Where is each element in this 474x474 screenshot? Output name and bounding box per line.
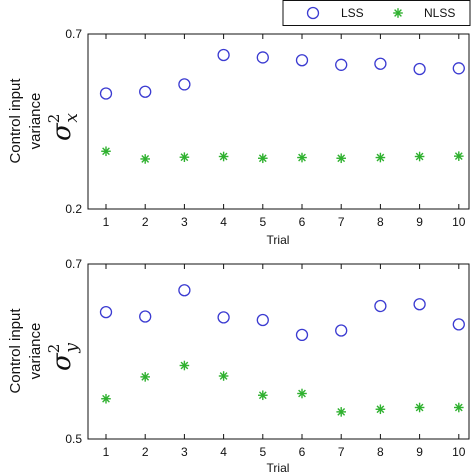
- svg-text:σ2y: σ2y: [45, 343, 82, 371]
- top-nlss-point-3: [179, 152, 190, 162]
- top-lss-point-1: [99, 87, 113, 100]
- top-xtick-label: 8: [377, 215, 384, 229]
- bottom-ylabel-line-1: Control input: [7, 308, 24, 394]
- top-xtick-label: 4: [220, 215, 227, 229]
- bottom-lss-point-9: [413, 298, 426, 311]
- top-lss-point-7: [335, 58, 348, 71]
- bottom-xtick-label: 1: [103, 445, 110, 459]
- top-sigma-superscript: 2: [45, 114, 63, 124]
- bottom-lss-point-2: [139, 310, 152, 323]
- top-lss-point-8: [374, 57, 387, 70]
- top-xtick-label: 7: [338, 215, 345, 229]
- bottom-y-ticks: 0.5 0.7: [65, 257, 93, 446]
- bottom-lss-point-10: [452, 318, 465, 331]
- legend-label-nlss: NLSS: [424, 6, 455, 20]
- bottom-lss-point-5: [256, 313, 269, 327]
- bottom-sigma-symbol: σ: [47, 352, 77, 371]
- legend-asterisk-marker: [393, 8, 403, 18]
- bottom-xtick-label: 2: [142, 445, 149, 459]
- bottom-ytick-label: 0.5: [65, 432, 82, 446]
- bottom-xtick-label: 10: [452, 445, 466, 459]
- bottom-xtick-label: 8: [377, 445, 384, 459]
- top-nlss-point-6: [297, 152, 307, 163]
- top-nlss-point-4: [218, 151, 229, 162]
- bottom-nlss-point-8: [375, 404, 386, 415]
- bottom-nlss-point-6: [297, 388, 307, 399]
- bottom-nlss-point-3: [179, 360, 190, 371]
- top-nlss-point-8: [375, 152, 386, 163]
- top-lss-point-5: [256, 51, 269, 64]
- bottom-ylabel-line-2: variance: [27, 323, 44, 380]
- legend: LSS NLSS: [282, 0, 471, 26]
- bottom-lss-point-6: [295, 328, 309, 342]
- top-nlss-point-7: [336, 153, 346, 164]
- top-xtick-label: 9: [416, 215, 423, 229]
- bottom-xlabel: Trial: [267, 461, 290, 474]
- legend-label-lss: LSS: [341, 6, 364, 20]
- top-ylabel-symbol: σ2x: [45, 113, 82, 141]
- bottom-lss-point-3: [178, 284, 191, 297]
- top-lss-point-2: [139, 85, 152, 98]
- top-xlabel: Trial: [267, 233, 290, 247]
- top-xtick-label: 10: [452, 215, 466, 229]
- top-data-marks: [99, 48, 465, 164]
- bottom-data-marks: [99, 284, 465, 417]
- bottom-xtick-label: 9: [416, 445, 423, 459]
- svg-text:σ2x: σ2x: [45, 113, 82, 141]
- bottom-ytick-label: 0.7: [65, 257, 82, 271]
- top-nlss-point-1: [101, 146, 111, 157]
- top-nlss-point-5: [258, 153, 268, 164]
- top-x-ticks: 1 2 3 4 5 6 7 8 9 10: [103, 34, 466, 229]
- top-xtick-label: 3: [181, 215, 188, 229]
- bottom-lss-point-7: [335, 324, 348, 337]
- bottom-nlss-point-7: [336, 407, 346, 417]
- bottom-xtick-label: 7: [338, 445, 345, 459]
- top-sigma-symbol: σ: [47, 122, 77, 141]
- bottom-lss-point-8: [374, 299, 387, 313]
- bottom-nlss-point-1: [101, 393, 111, 404]
- top-xtick-label: 6: [299, 215, 306, 229]
- top-xtick-label: 2: [142, 215, 149, 229]
- top-nlss-point-2: [140, 154, 150, 164]
- legend-marker-lss: [306, 6, 320, 20]
- top-xtick-label: 1: [103, 215, 110, 229]
- top-lss-point-9: [413, 62, 426, 76]
- bottom-nlss-point-9: [414, 402, 425, 413]
- legend-circle-marker: [306, 6, 320, 20]
- bottom-xtick-label: 5: [259, 445, 266, 459]
- bottom-xtick-label: 3: [181, 445, 188, 459]
- bottom-xtick-label: 6: [299, 445, 306, 459]
- legend-box: [282, 0, 471, 26]
- bottom-x-ticks: 1 2 3 4 5 6 7 8 9 10: [103, 264, 466, 459]
- top-xtick-label: 5: [259, 215, 266, 229]
- bottom-xtick-label: 4: [220, 445, 227, 459]
- top-lss-point-10: [452, 62, 465, 75]
- top-ytick-label: 0.7: [65, 27, 82, 41]
- top-nlss-point-10: [454, 151, 464, 161]
- bottom-nlss-point-5: [258, 390, 268, 401]
- bottom-lss-point-1: [99, 305, 113, 319]
- bottom-sigma-subscript: y: [62, 343, 82, 354]
- bottom-nlss-point-10: [454, 402, 464, 413]
- top-plot-frame: [87, 33, 470, 210]
- top-ytick-label: 0.2: [65, 202, 82, 216]
- top-ylabel-line-1: Control input: [7, 78, 24, 164]
- top-lss-point-3: [178, 78, 191, 91]
- top-ylabel-line-2: variance: [27, 93, 44, 150]
- top-y-ticks: 0.2 0.7: [65, 27, 93, 216]
- bottom-nlss-point-2: [140, 372, 150, 382]
- bottom-lss-point-4: [217, 311, 230, 324]
- top-lss-point-6: [295, 54, 309, 67]
- bottom-nlss-point-4: [218, 371, 229, 381]
- legend-marker-nlss: [393, 8, 403, 18]
- bottom-ylabel-symbol: σ2y: [45, 343, 82, 371]
- top-lss-point-4: [217, 48, 230, 62]
- top-nlss-point-9: [414, 151, 425, 162]
- bottom-sigma-superscript: 2: [45, 344, 63, 354]
- bottom-plot-frame: [87, 263, 470, 440]
- top-sigma-subscript: x: [62, 113, 82, 123]
